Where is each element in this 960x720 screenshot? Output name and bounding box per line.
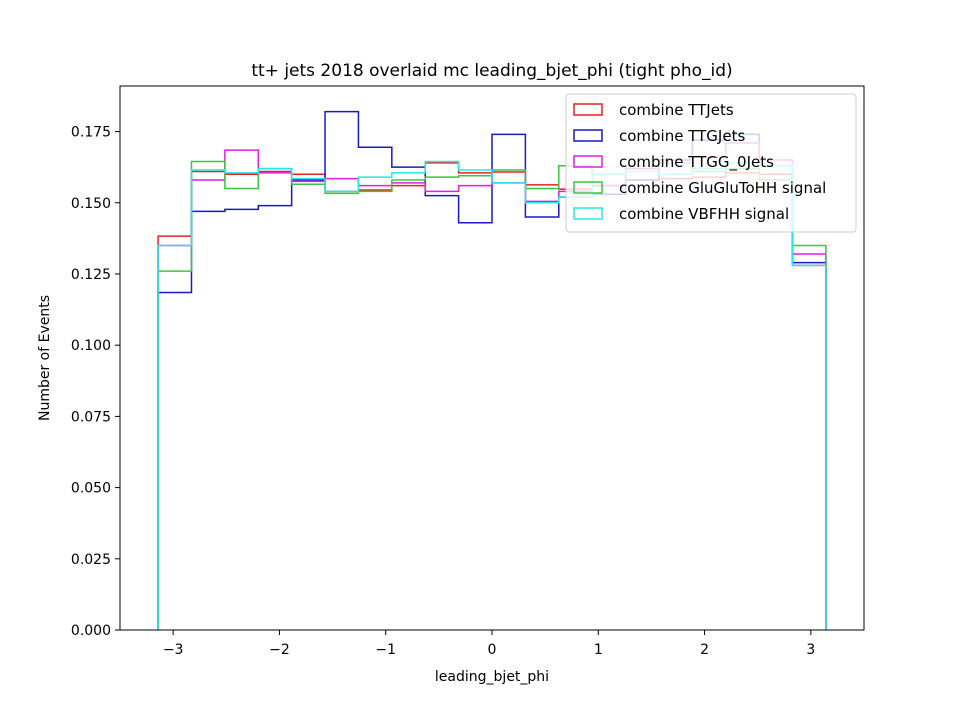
- x-axis: −3 −2 −1 0 1 2 3: [163, 630, 815, 658]
- y-tick-label: 0.175: [71, 125, 111, 141]
- x-tick-label: 2: [700, 642, 709, 658]
- x-tick-label: −3: [163, 642, 184, 658]
- legend-label: combine TTGJets: [619, 127, 745, 145]
- y-tick-label: 0.150: [71, 196, 111, 212]
- x-axis-label: leading_bjet_phi: [435, 669, 549, 685]
- y-tick-label: 0.100: [71, 338, 111, 354]
- y-tick-label: 0.125: [71, 267, 111, 283]
- x-tick-label: −1: [375, 642, 396, 658]
- legend-swatch: [573, 207, 603, 220]
- x-tick-label: 1: [594, 642, 603, 658]
- legend-box: [565, 93, 857, 233]
- y-axis: 0.000 0.025 0.050 0.075 0.100 0.125 0.150 0.175: [71, 125, 120, 639]
- x-tick-label: 0: [488, 642, 497, 658]
- legend-swatch: [573, 103, 603, 116]
- y-tick-label: 0.025: [71, 552, 111, 568]
- y-tick-label: 0.000: [71, 623, 111, 639]
- legend-swatch: [573, 129, 603, 142]
- y-tick-label: 0.050: [71, 481, 111, 497]
- legend-label: combine TTJets: [619, 101, 734, 119]
- legend-swatch: [573, 181, 603, 194]
- x-tick-label: −2: [269, 642, 290, 658]
- legend-label: combine TTGG_0Jets: [619, 153, 774, 172]
- legend: combine TTJets combine TTGJets combine TTG…: [565, 93, 857, 233]
- legend-swatch: [573, 155, 603, 168]
- y-tick-label: 0.075: [71, 409, 111, 425]
- legend-label: combine GluGluToHH signal: [619, 179, 826, 197]
- y-axis-label: Number of Events: [37, 295, 53, 421]
- x-tick-label: 3: [806, 642, 815, 658]
- chart-title: tt+ jets 2018 overlaid mc leading_bjet_p…: [251, 61, 732, 81]
- legend-label: combine VBFHH signal: [619, 205, 789, 223]
